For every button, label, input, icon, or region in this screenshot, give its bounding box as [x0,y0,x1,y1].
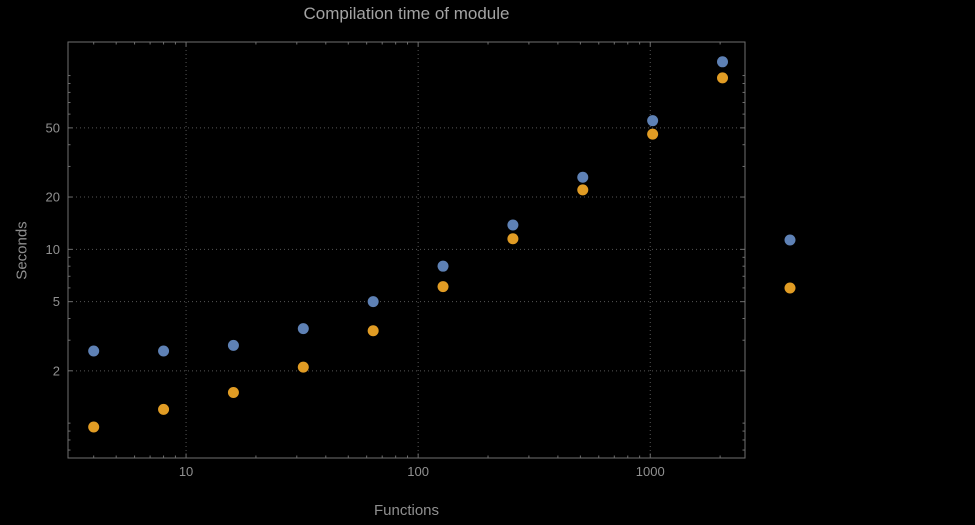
x-tick-label: 10 [179,464,193,479]
y-tick-label: 5 [53,294,60,309]
y-tick-label: 10 [46,242,60,257]
x-tick-label: 1000 [636,464,665,479]
data-point-series1 [577,171,589,183]
data-point-series2 [227,387,239,399]
data-point-series2 [297,361,309,373]
x-tick-label: 100 [407,464,429,479]
data-point-series1 [717,56,729,68]
data-point-series1 [367,296,379,308]
data-point-series2 [647,128,659,140]
x-axis-label: Functions [373,502,440,519]
data-point-series1 [647,115,659,127]
data-point-series2 [158,403,170,415]
y-tick-label: 2 [53,363,60,378]
data-point-series2 [88,421,100,433]
data-point-series1 [88,345,100,357]
y-axis-label: Seconds [13,221,31,280]
data-point-series1 [297,323,309,335]
y-tick-label: 50 [46,120,60,135]
data-point-series2 [507,233,519,245]
data-point-series1 [227,339,239,351]
legend-marker-series2 [784,282,796,294]
chart-frame [67,41,746,459]
data-point-series1 [437,260,449,272]
legend-marker-series1 [784,234,796,246]
y-tick-label: 20 [46,190,60,205]
chart-title: Compilation time of module [303,4,510,23]
data-point-series1 [507,219,519,231]
data-point-series2 [367,325,379,337]
data-point-series2 [717,72,729,84]
data-point-series2 [577,184,589,196]
data-point-series2 [437,281,449,293]
data-point-series1 [158,345,170,357]
